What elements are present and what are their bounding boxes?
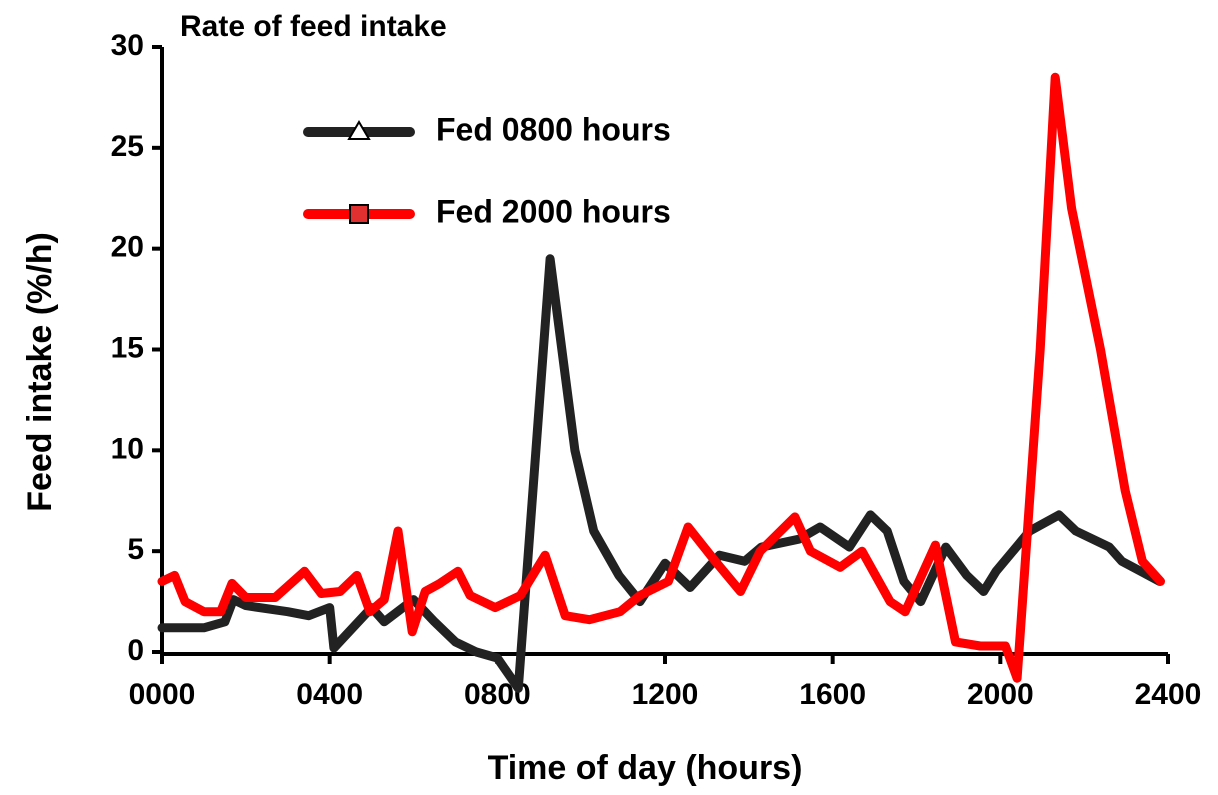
y-tick-label: 0 <box>127 634 144 667</box>
x-tick-label: 2000 <box>967 678 1034 711</box>
x-tick-label: 0400 <box>296 678 363 711</box>
data-line <box>157 72 1165 683</box>
legend-label: Fed 2000 hours <box>436 193 671 229</box>
y-tick-label: 25 <box>111 130 144 163</box>
legend-label: Fed 0800 hours <box>436 111 671 147</box>
y-axis-label: Feed intake (%/h) <box>21 232 59 512</box>
x-tick-label: 2400 <box>1135 678 1202 711</box>
x-axis-label: Time of day (hours) <box>488 749 803 787</box>
x-tick-label: 1600 <box>799 678 866 711</box>
y-tick-label: 10 <box>111 432 144 465</box>
chart-title: Rate of feed intake <box>180 10 447 43</box>
x-tick-label: 1200 <box>632 678 699 711</box>
data-line <box>157 254 1165 693</box>
legend-marker <box>349 204 369 224</box>
x-tick-label: 0000 <box>129 678 196 711</box>
y-tick-label: 5 <box>127 533 144 566</box>
y-tick-label: 20 <box>111 231 144 264</box>
y-tick-label: 15 <box>111 331 144 364</box>
y-tick-label: 30 <box>111 29 144 62</box>
legend-marker <box>347 120 371 140</box>
